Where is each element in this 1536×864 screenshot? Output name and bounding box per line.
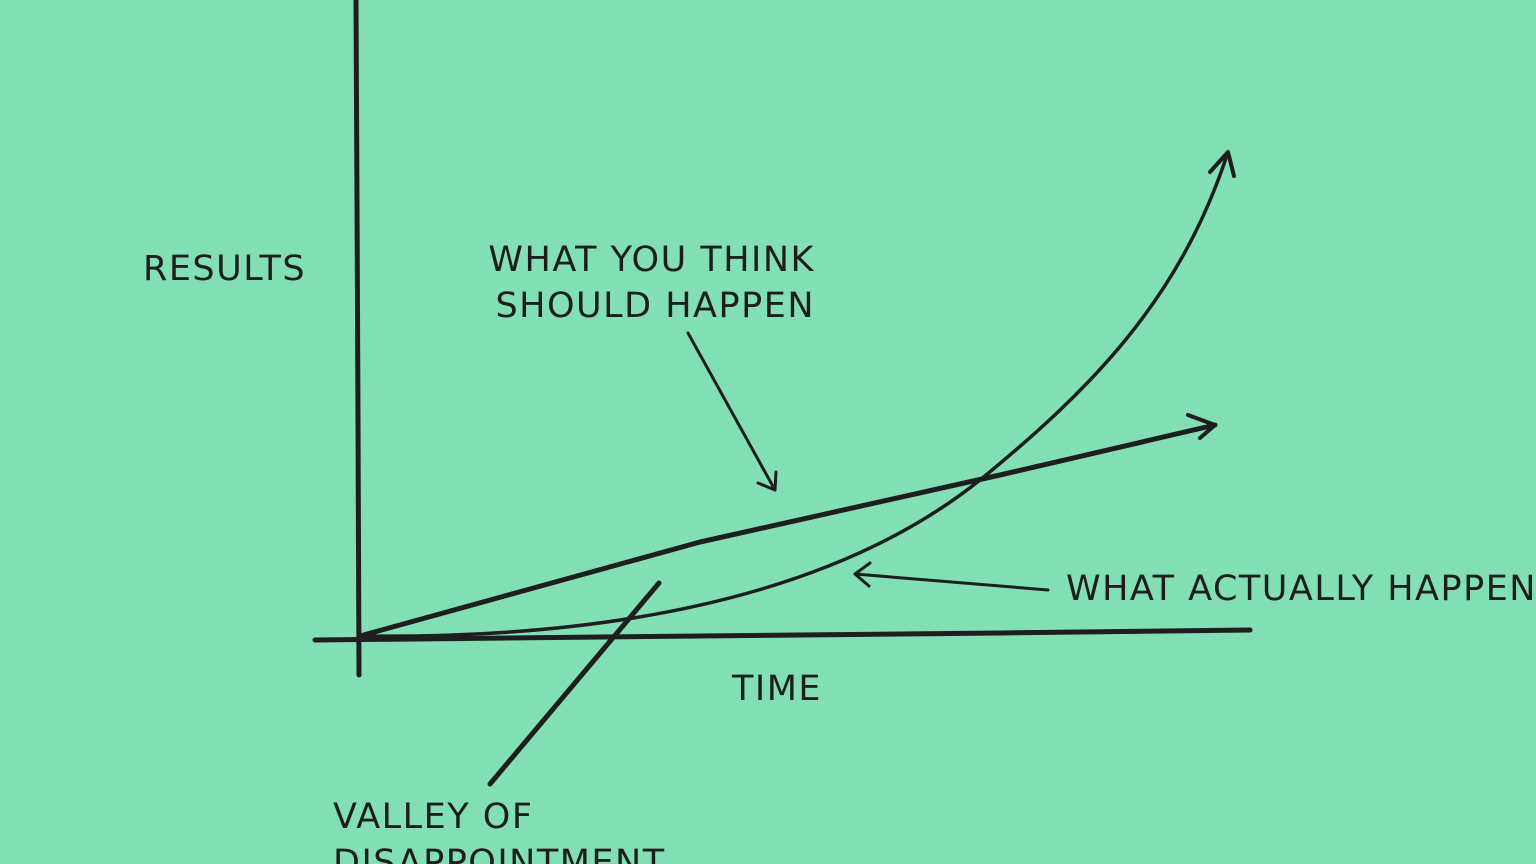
actual-pointer bbox=[853, 572, 1050, 592]
expected-line bbox=[357, 422, 1218, 639]
actual-label: WHAT ACTUALLY HAPPENS bbox=[1066, 569, 1536, 609]
expected-label-line1: WHAT YOU THINK bbox=[488, 240, 815, 280]
expected-pointer bbox=[686, 331, 777, 492]
actual-curve bbox=[360, 150, 1230, 638]
y-axis-label: RESULTS bbox=[143, 249, 306, 289]
expected-arrowhead bbox=[1186, 413, 1217, 440]
actual-arrowhead bbox=[1208, 150, 1236, 178]
x-axis-label: TIME bbox=[731, 669, 822, 709]
valley-label-line2: DISAPPOINTMENT bbox=[333, 843, 666, 864]
expected-label-line2: SHOULD HAPPEN bbox=[495, 286, 815, 326]
valley-pointer bbox=[487, 580, 662, 787]
valley-label-line1: VALLEY OF bbox=[333, 797, 533, 837]
expected-pointer-head bbox=[756, 470, 778, 492]
y-axis bbox=[353, 0, 362, 678]
x-axis bbox=[312, 627, 1253, 643]
actual-pointer-head bbox=[853, 561, 872, 588]
